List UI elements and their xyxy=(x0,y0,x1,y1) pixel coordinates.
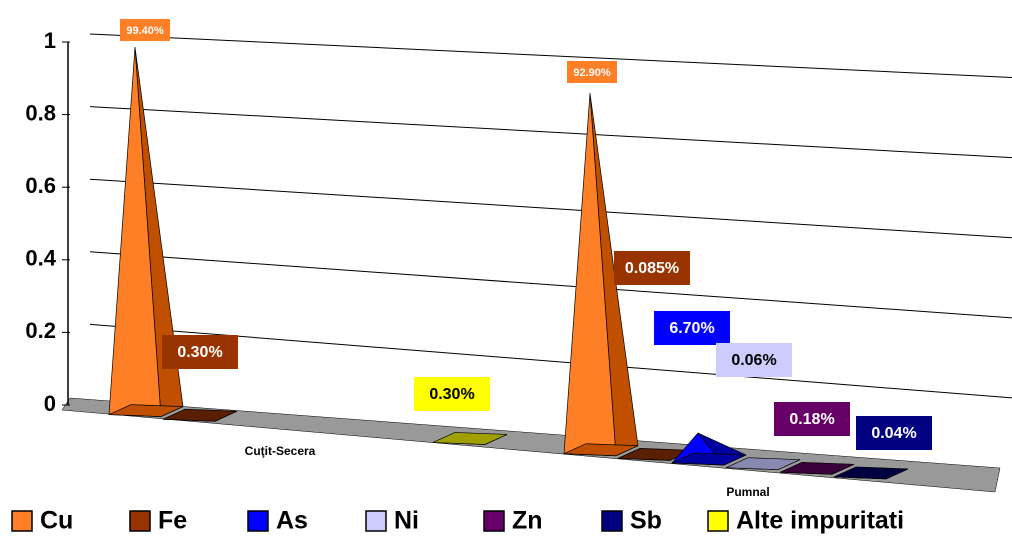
data-label: 0.18% xyxy=(789,411,834,428)
data-label-box xyxy=(162,335,238,369)
data-label-box xyxy=(120,19,170,41)
data-label-box xyxy=(567,61,617,83)
data-label: 0.30% xyxy=(177,344,222,361)
data-label-box xyxy=(716,343,792,377)
pyramid xyxy=(833,466,909,480)
pyramid-face xyxy=(671,452,747,466)
y-tick-label: 0 xyxy=(44,391,56,416)
grid-line xyxy=(89,33,1012,79)
pyramid xyxy=(725,457,801,471)
legend-swatch xyxy=(707,510,729,532)
data-label: 6.70% xyxy=(669,320,714,337)
pyramid-face xyxy=(162,408,238,422)
legend-swatch xyxy=(11,510,33,532)
y-tick-label: 0.4 xyxy=(25,246,56,271)
legend-swatch xyxy=(129,510,151,532)
data-label: 99.40% xyxy=(126,25,164,37)
grid-line xyxy=(89,251,1012,319)
pyramid xyxy=(671,432,747,466)
data-label: 0.30% xyxy=(429,386,474,403)
pyramid xyxy=(617,448,693,461)
legend-label: Alte impuritati xyxy=(736,507,904,535)
data-label-box xyxy=(614,251,690,285)
y-tick-label: 0.6 xyxy=(25,173,56,198)
y-tick-label: 0.8 xyxy=(25,100,56,125)
legend-label: Sb xyxy=(630,507,662,535)
pyramid-face xyxy=(563,443,639,457)
grid-line xyxy=(89,323,1012,399)
legend-label: Fe xyxy=(158,507,187,535)
legend-label: Ni xyxy=(394,507,419,535)
legend-swatch xyxy=(247,510,269,532)
legend-label: Zn xyxy=(512,507,543,535)
y-tick-label: 1 xyxy=(44,28,56,53)
pyramid-face xyxy=(779,461,855,475)
data-label-box xyxy=(654,311,730,345)
grid-line xyxy=(89,106,1012,159)
data-label-box xyxy=(414,377,490,411)
legend-swatch xyxy=(365,510,387,532)
pyramid-face xyxy=(833,466,909,480)
category-label: Cuţit-Secera xyxy=(245,444,316,458)
data-label-box xyxy=(774,402,850,436)
pyramid xyxy=(432,432,508,445)
legend-label: Cu xyxy=(40,507,73,535)
data-label: 0.085% xyxy=(625,260,679,277)
data-label-box xyxy=(856,416,932,450)
grid-line xyxy=(89,178,1012,239)
legend-swatch xyxy=(483,510,505,532)
legend-label: As xyxy=(276,507,308,535)
pyramid-face xyxy=(108,404,184,417)
pyramid xyxy=(779,461,855,475)
pyramid-face xyxy=(725,457,801,471)
category-label: Pumnal xyxy=(726,485,769,499)
data-label: 0.04% xyxy=(871,425,916,442)
pyramid xyxy=(162,408,238,422)
pyramid xyxy=(108,47,184,418)
legend-swatch xyxy=(601,510,623,532)
data-label: 0.06% xyxy=(731,352,776,369)
data-label: 92.90% xyxy=(573,67,611,79)
pyramid-face xyxy=(432,432,508,445)
y-tick-label: 0.2 xyxy=(25,318,56,343)
